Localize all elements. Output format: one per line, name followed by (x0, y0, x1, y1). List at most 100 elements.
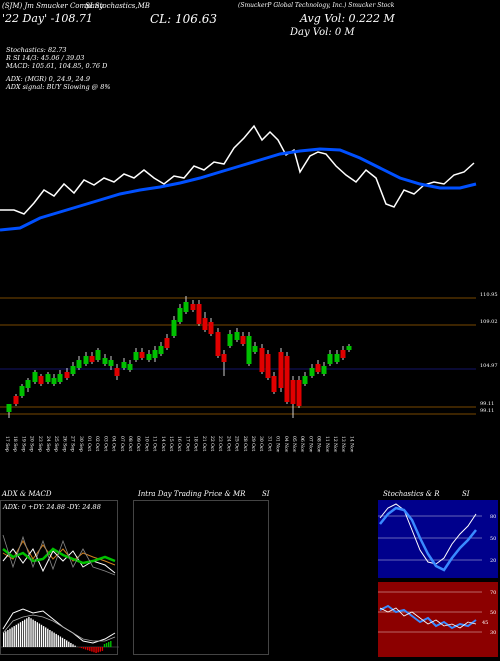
stoch-level-80: 80 (490, 514, 496, 520)
date-label: 09 Oct (135, 436, 141, 451)
candle-body (197, 304, 202, 324)
date-label: 25 Oct (234, 436, 240, 451)
price-line (0, 126, 474, 214)
date-label: 06 Nov (299, 436, 305, 453)
panel-title-intraday-right: SI (262, 490, 270, 498)
candle-body (279, 352, 284, 388)
candle-body (39, 376, 44, 384)
price-level-label: 99.11 (480, 401, 494, 407)
candle-body (235, 332, 240, 340)
candle-body (52, 378, 57, 384)
macd-histogram-bar (70, 643, 71, 647)
macd-histogram-bar (72, 644, 73, 647)
macd-histogram-bar (93, 647, 94, 652)
stoch-level-50: 50 (490, 536, 496, 542)
candle-body (216, 332, 221, 356)
rsi-level-30: 30 (490, 630, 496, 636)
panel-title-stoch-rsi: Stochastics & R (383, 490, 440, 498)
macd-histogram-bar (64, 639, 65, 647)
macd-histogram-bar (22, 621, 23, 647)
macd-histogram-bar (7, 630, 8, 647)
macd-histogram-bar (58, 635, 59, 647)
rsi-current: 45 (482, 620, 488, 626)
macd-histogram-bar (37, 622, 38, 647)
date-label: 01 Nov (275, 436, 281, 453)
candle-body (328, 354, 333, 364)
macd-histogram-bar (91, 647, 92, 652)
macd-histogram-bar (41, 625, 42, 647)
date-label: 10 Oct (143, 436, 149, 451)
date-label: 20 Sep (29, 436, 35, 452)
candle-body (115, 368, 120, 376)
candle-body (14, 396, 19, 404)
macd-histogram-bar (85, 647, 86, 650)
date-label: 28 Oct (242, 436, 248, 451)
macd-histogram-bar (66, 640, 67, 647)
candle-body (128, 364, 133, 370)
intraday-panel (133, 500, 269, 655)
candle-body (33, 372, 38, 382)
date-label: 12 Nov (332, 436, 338, 453)
macd-histogram-bar (60, 637, 61, 648)
candle-body (153, 350, 158, 358)
candle-body (159, 346, 164, 354)
price-level-label: 99.11 (480, 408, 494, 414)
candle-body (209, 322, 214, 334)
date-label: 18 Oct (193, 436, 199, 451)
panel-title-stoch-rsi-right: SI (462, 490, 470, 498)
date-label: 15 Oct (168, 436, 174, 451)
macd-histogram-bar (53, 633, 54, 647)
date-label: 14 Nov (348, 436, 354, 453)
date-label: 25 Sep (53, 436, 59, 452)
candle-body (260, 348, 265, 372)
panel-title-intraday: Intra Day Trading Price & MR (138, 490, 245, 498)
candle-body (90, 356, 95, 362)
macd-histogram-bar (18, 624, 19, 648)
date-label: 04 Oct (111, 436, 117, 451)
macd-histogram-bar (24, 620, 25, 647)
date-label: 17 Sep (4, 436, 10, 452)
candle-body (96, 350, 101, 360)
rsi-level-50: 50 (490, 610, 496, 616)
macd-histogram-bar (106, 643, 107, 647)
date-label: 23 Sep (37, 436, 43, 452)
date-label: 16 Oct (176, 436, 182, 451)
date-label: 05 Nov (291, 436, 297, 453)
candle-body (84, 356, 89, 364)
date-label: 03 Oct (102, 436, 108, 451)
date-label: 29 Oct (250, 436, 256, 451)
candle-body (303, 376, 308, 384)
macd-histogram-bar (68, 642, 69, 647)
candle-body (228, 334, 233, 346)
date-label: 11 Oct (152, 436, 158, 451)
date-label: 04 Nov (283, 436, 289, 453)
date-label: 26 Sep (61, 436, 67, 452)
date-label: 21 Oct (201, 436, 207, 451)
macd-histogram-bar (45, 627, 46, 647)
candle-body (26, 380, 31, 388)
candle-body (58, 374, 63, 382)
stoch-rsi-plot: 80 50 20 70 50 30 45 (378, 500, 498, 657)
adx-macd-plot (1, 501, 119, 656)
macd-histogram-bar (62, 638, 63, 647)
macd-histogram-bar (49, 630, 50, 647)
macd-histogram-bar (98, 647, 99, 652)
macd-histogram-bar (39, 624, 40, 648)
candle-body (109, 360, 114, 366)
candle-body (203, 318, 208, 330)
candle-body (310, 368, 315, 376)
candle-body (335, 354, 340, 362)
date-label: 01 Oct (86, 436, 92, 451)
date-label: 07 Oct (119, 436, 125, 451)
stoch-level-20: 20 (490, 558, 496, 564)
date-label: 14 Oct (160, 436, 166, 451)
macd-histogram-bar (30, 618, 31, 647)
macd-histogram-bar (28, 617, 29, 647)
macd-histogram-bar (104, 644, 105, 647)
macd-histogram-bar (47, 629, 48, 647)
candle-body (316, 364, 321, 372)
price-level-label: 109.02 (480, 319, 498, 325)
macd-histogram-bar (51, 631, 52, 647)
date-label: 30 Oct (258, 436, 264, 451)
macd-histogram-bar (108, 642, 109, 647)
